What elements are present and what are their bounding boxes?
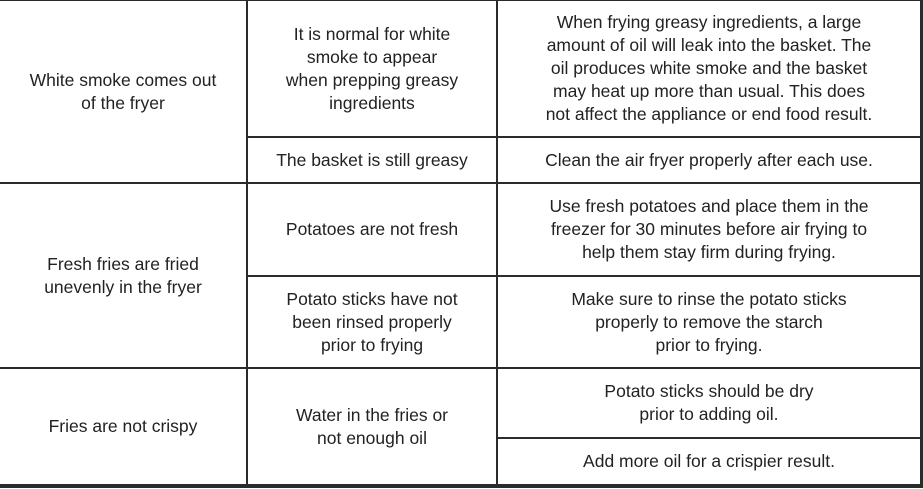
cause-cell: It is normal for white smoke to appear w… — [248, 1, 496, 136]
problem-cell: Fresh fries are fried unevenly in the fr… — [0, 184, 246, 367]
cause-cell: Water in the fries or not enough oil — [248, 369, 496, 484]
solution-cell: Clean the air fryer properly after each … — [498, 138, 920, 182]
problem-cell: White smoke comes out of the fryer — [0, 1, 246, 182]
solution-cell: When frying greasy ingredients, a large … — [498, 1, 920, 136]
problem-cell: Fries are not crispy — [0, 369, 246, 484]
solution-cell: Use fresh potatoes and place them in the… — [498, 184, 920, 275]
cause-cell: The basket is still greasy — [248, 138, 496, 182]
solution-cell: Add more oil for a crispier result. — [498, 439, 920, 484]
cause-cell: Potatoes are not fresh — [248, 184, 496, 275]
solution-cell: Potato sticks should be dry prior to add… — [498, 369, 920, 437]
cause-cell: Potato sticks have not been rinsed prope… — [248, 277, 496, 367]
solution-cell: Make sure to rinse the potato sticks pro… — [498, 277, 920, 367]
